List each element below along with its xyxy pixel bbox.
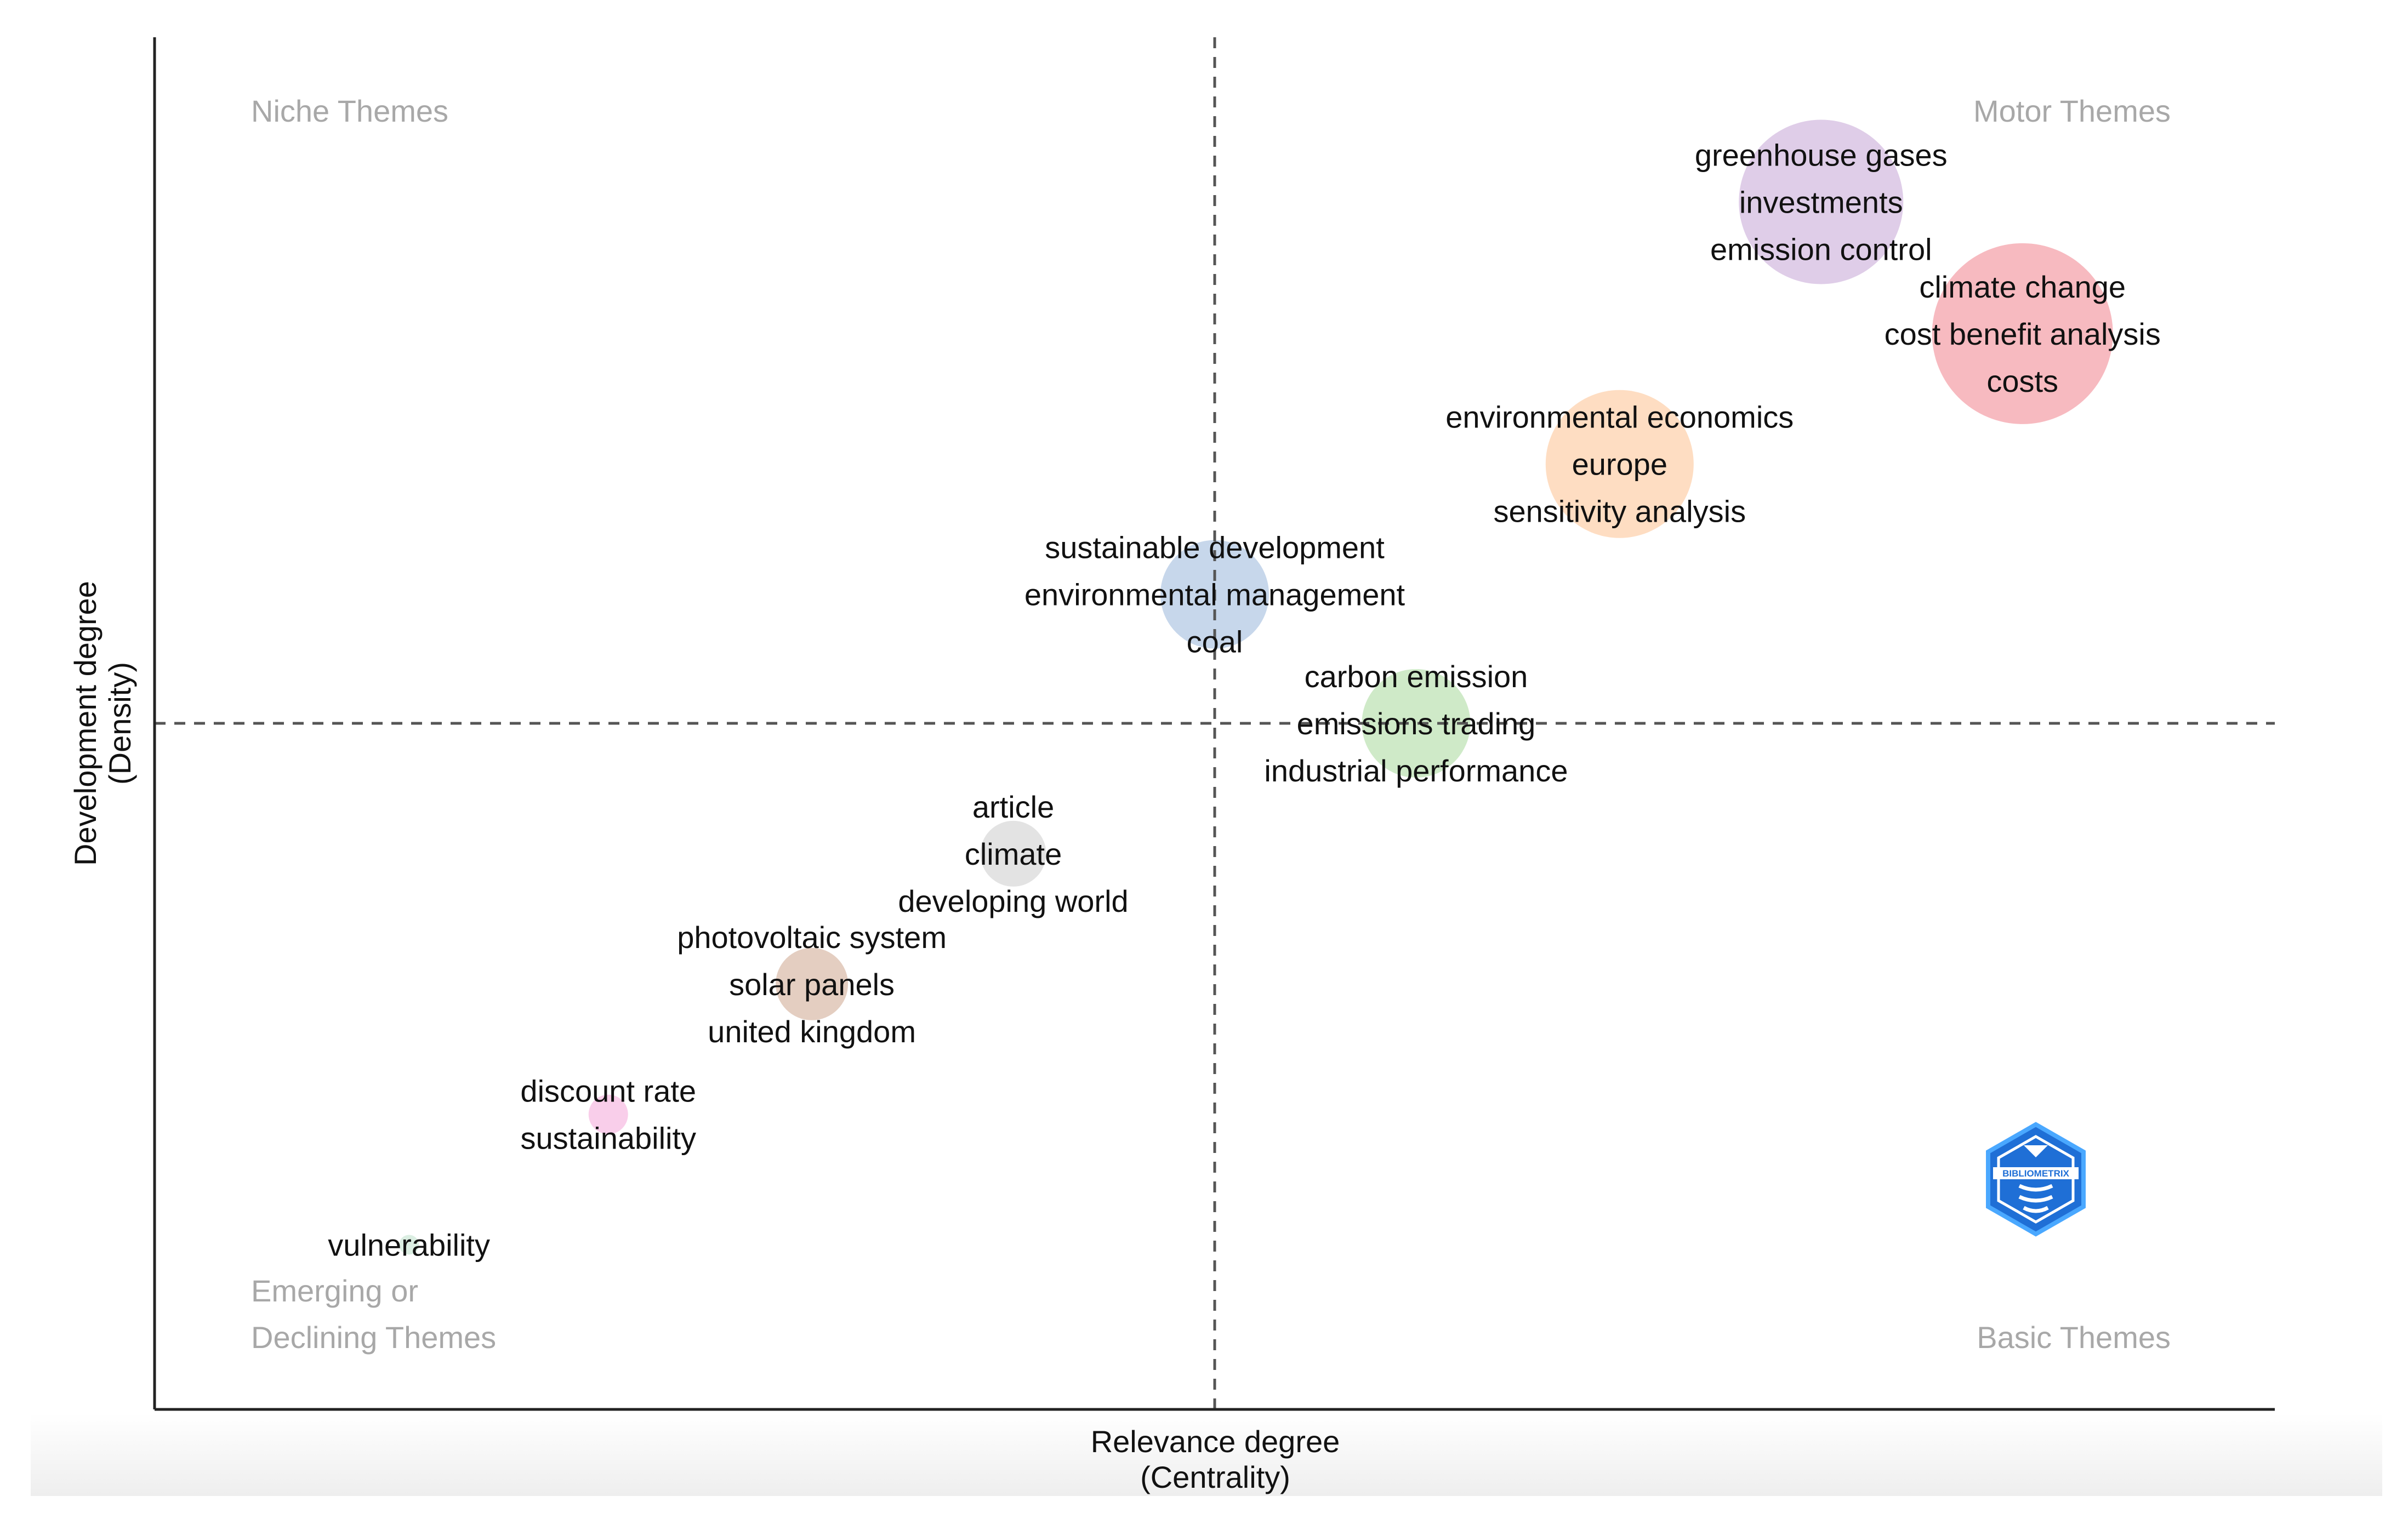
bibliometrix-logo: BIBLIOMETRIX	[1986, 1122, 2086, 1237]
bottom-shade	[31, 1414, 2382, 1496]
cluster-label: article	[972, 790, 1054, 824]
cluster-labels: greenhouse gases investments emission cont…	[328, 138, 2161, 1262]
cluster-label: coal	[1187, 625, 1243, 659]
cluster-label: united kingdom	[708, 1014, 916, 1049]
cluster-label: sensitivity analysis	[1493, 494, 1746, 529]
quadrant-label-emerging: Emerging or	[251, 1274, 418, 1308]
cluster-label: greenhouse gases	[1695, 138, 1948, 172]
bubbles-layer	[399, 119, 2113, 1255]
x-axis-subtitle: (Centrality)	[1140, 1460, 1290, 1494]
cluster-label: climate	[965, 837, 1062, 871]
x-axis-title: Relevance degree	[1091, 1424, 1340, 1459]
y-axis-title: Development degree	[68, 581, 103, 866]
cluster-bubble[interactable]	[588, 1094, 628, 1134]
cluster-label: carbon emission	[1305, 659, 1528, 694]
cluster-bubble[interactable]	[1739, 119, 1904, 284]
cluster-label: emission control	[1710, 232, 1932, 266]
y-axis-subtitle: (Density)	[103, 662, 137, 785]
cluster-label: emissions trading	[1297, 706, 1536, 741]
cluster-label: developing world	[898, 884, 1128, 918]
cluster-label: environmental management	[1024, 578, 1405, 612]
cluster-label: costs	[1986, 364, 2058, 398]
quadrant-label-motor: Motor Themes	[1973, 94, 2171, 128]
cluster-label: photovoltaic system	[677, 920, 947, 955]
cluster-label: investments	[1739, 185, 1903, 219]
quadrant-label-basic: Basic Themes	[1977, 1320, 2171, 1355]
logo-text: BIBLIOMETRIX	[2002, 1168, 2069, 1179]
cluster-bubble[interactable]	[980, 820, 1046, 887]
median-lines	[155, 37, 2275, 1409]
cluster-bubble[interactable]	[1545, 390, 1694, 538]
cluster-label: solar panels	[729, 967, 895, 1002]
cluster-label: sustainable development	[1045, 530, 1385, 565]
cluster-bubble[interactable]	[399, 1235, 419, 1255]
quadrant-label-declining: Declining Themes	[251, 1320, 496, 1355]
cluster-label: industrial performance	[1264, 753, 1568, 788]
cluster-bubble[interactable]	[1362, 669, 1471, 778]
cluster-label: vulnerability	[328, 1228, 490, 1263]
cluster-label: climate change	[1919, 270, 2126, 304]
cluster-bubble[interactable]	[776, 947, 849, 1020]
cluster-label: sustainability	[520, 1121, 696, 1156]
cluster-label: environmental economics	[1445, 400, 1794, 435]
quadrant-label-niche: Niche Themes	[251, 94, 448, 128]
cluster-label: europe	[1572, 447, 1667, 482]
cluster-label: discount rate	[520, 1074, 696, 1109]
cluster-label: cost benefit analysis	[1885, 317, 2161, 351]
cluster-bubble[interactable]	[1932, 243, 2113, 424]
